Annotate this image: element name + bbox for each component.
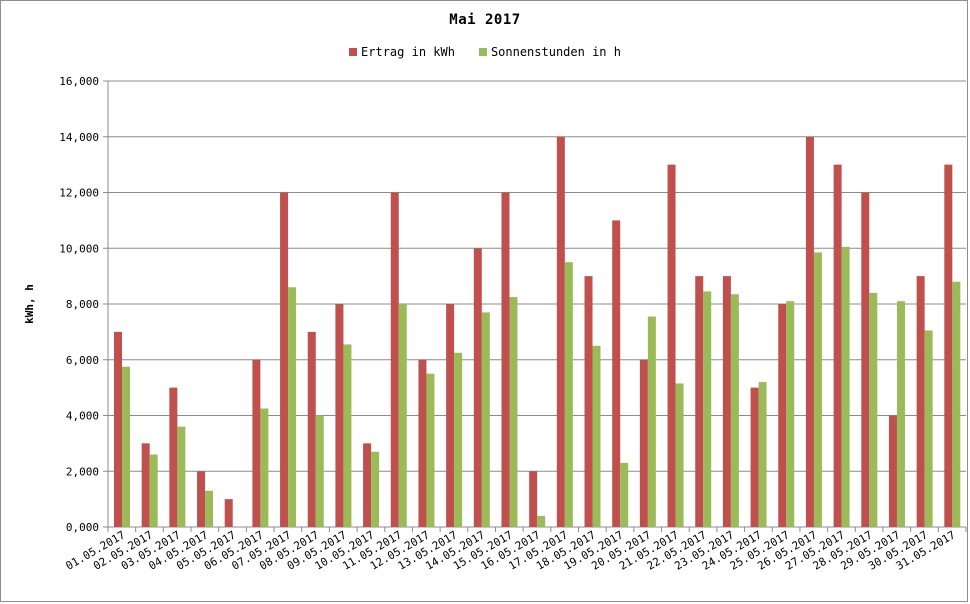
bar-sonnenstunden (869, 292, 878, 527)
bar-sonnenstunden (260, 408, 269, 527)
bar-ertrag (778, 304, 787, 527)
bar-ertrag (418, 359, 427, 527)
y-tick-label: 6,000 (66, 354, 99, 367)
bar-ertrag (612, 220, 621, 527)
bar-ertrag (556, 136, 565, 527)
bar-ertrag (529, 471, 538, 527)
bar-sonnenstunden (813, 252, 822, 527)
legend-label-ertrag: Ertrag in kWh (361, 45, 455, 59)
bar-ertrag (916, 276, 925, 527)
legend-item-sonnenstunden: Sonnenstunden in h (478, 45, 621, 59)
bar-ertrag (446, 304, 455, 527)
bar-sonnenstunden (592, 345, 601, 527)
y-tick-label: 4,000 (66, 410, 99, 423)
y-tick-label: 2,000 (66, 465, 99, 478)
bar-sonnenstunden (703, 291, 712, 527)
bar-ertrag (363, 443, 372, 527)
y-tick-label: 14,000 (59, 131, 99, 144)
y-tick-label: 12,000 (59, 187, 99, 200)
bar-sonnenstunden (481, 312, 490, 527)
bar-ertrag (944, 164, 953, 527)
bar-sonnenstunden (647, 316, 656, 527)
bar-sonnenstunden (177, 426, 186, 527)
bar-ertrag (169, 387, 178, 527)
bar-ertrag (833, 164, 842, 527)
bar-sonnenstunden (398, 304, 407, 527)
bar-ertrag (114, 331, 122, 527)
bar-ertrag (639, 359, 648, 527)
y-tick-label: 8,000 (66, 298, 99, 311)
bar-ertrag (197, 471, 206, 527)
bar-ertrag (390, 192, 399, 527)
bar-ertrag (695, 276, 704, 527)
bar-ertrag (805, 136, 814, 527)
bar-ertrag (750, 387, 759, 527)
bar-sonnenstunden (537, 515, 546, 527)
legend-label-sonnenstunden: Sonnenstunden in h (490, 45, 621, 59)
bar-sonnenstunden (620, 462, 629, 527)
bar-sonnenstunden (426, 373, 435, 527)
bar-ertrag (307, 331, 316, 527)
bar-sonnenstunden (343, 344, 352, 527)
y-axis-label: kWh, h (23, 284, 36, 324)
bar-sonnenstunden (758, 382, 767, 527)
bar-sonnenstunden (371, 451, 380, 527)
bar-sonnenstunden (205, 490, 214, 527)
legend-item-ertrag: Ertrag in kWh (349, 45, 455, 59)
bar-ertrag (141, 443, 150, 527)
chart-title: Mai 2017 (449, 12, 521, 28)
bar-sonnenstunden (509, 297, 518, 527)
legend-swatch-ertrag (349, 48, 358, 56)
bar-ertrag (501, 192, 510, 527)
bar-ertrag (584, 276, 593, 527)
bar-sonnenstunden (675, 383, 684, 527)
bar-ertrag (667, 164, 676, 527)
bar-sonnenstunden (122, 366, 130, 527)
bar-sonnenstunden (315, 415, 324, 527)
bar-sonnenstunden (454, 352, 463, 527)
bar-sonnenstunden (924, 330, 933, 527)
legend: Ertrag in kWh Sonnenstunden in h (0, 45, 970, 59)
bar-ertrag (224, 499, 233, 527)
bar-ertrag (280, 192, 289, 527)
bar-sonnenstunden (730, 294, 739, 527)
bar-sonnenstunden (952, 281, 961, 527)
bar-sonnenstunden (841, 246, 850, 527)
bar-sonnenstunden (564, 262, 573, 527)
y-tick-label: 16,000 (59, 75, 99, 88)
bar-ertrag (473, 248, 482, 527)
bar-sonnenstunden (288, 287, 297, 527)
bar-sonnenstunden (149, 454, 158, 527)
bar-ertrag (335, 304, 344, 527)
bar-ertrag (888, 415, 897, 527)
bar-ertrag (722, 276, 731, 527)
bar-sonnenstunden (896, 301, 905, 527)
bar-ertrag (252, 359, 261, 527)
bar-ertrag (861, 192, 870, 527)
legend-swatch-sonnenstunden (478, 48, 487, 56)
bar-sonnenstunden (786, 301, 795, 527)
y-tick-label: 0,000 (66, 521, 99, 534)
y-tick-label: 10,000 (59, 242, 99, 255)
